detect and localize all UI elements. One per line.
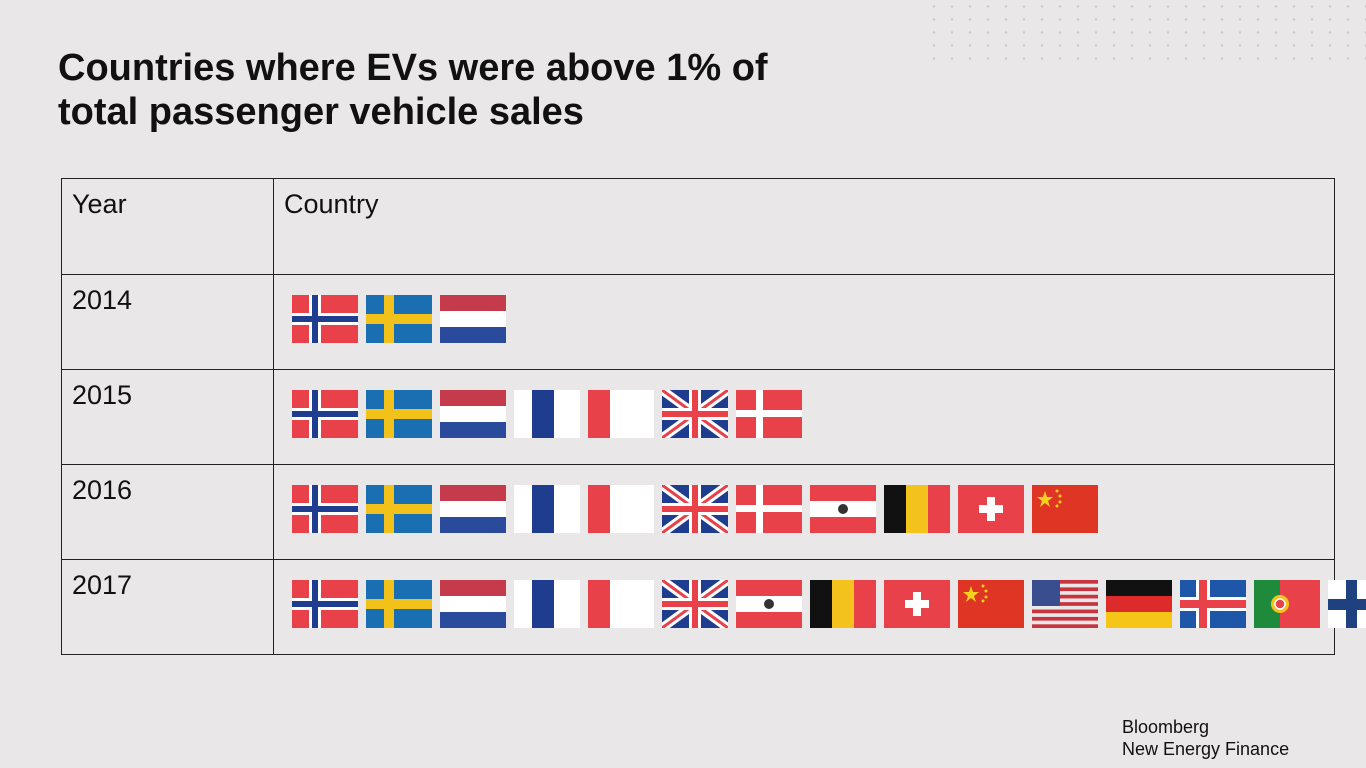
flag-france-left [514, 390, 580, 438]
flag-norway-icon [292, 485, 358, 533]
flag-france-left [514, 485, 580, 533]
brand-line-1: Bloomberg [1122, 717, 1210, 737]
flag-netherlands-icon [440, 580, 506, 628]
flag-united-kingdom-icon [662, 580, 728, 628]
flag-united-kingdom-icon [662, 485, 728, 533]
column-divider [273, 179, 274, 654]
header-row: Year Country [62, 179, 1334, 274]
table-row: 2017 [62, 559, 1366, 654]
flag-france-left [514, 580, 580, 628]
year-cell: 2015 [72, 380, 133, 410]
flag-denmark-icon [736, 390, 802, 438]
header-country: Country [284, 189, 379, 219]
flag-france-right [588, 580, 654, 628]
country-flags [292, 580, 1366, 628]
flag-switzerland-icon [958, 485, 1024, 533]
flag-sweden-icon [366, 485, 432, 533]
flag-portugal-icon [1254, 580, 1320, 628]
flag-china-icon [958, 580, 1024, 628]
flag-united-states-icon [1032, 580, 1098, 628]
flag-netherlands-icon [440, 390, 506, 438]
flag-sweden-icon [366, 390, 432, 438]
flag-germany-icon [1106, 580, 1172, 628]
table-row: 2016 [62, 464, 1334, 559]
title-line-1: Countries where EVs were above 1% of [58, 47, 768, 89]
country-flags [292, 295, 506, 343]
year-cell: 2014 [72, 285, 133, 315]
flag-netherlands-icon [440, 295, 506, 343]
country-flags [292, 485, 1098, 533]
header-year: Year [72, 189, 127, 219]
brand-line-2: New Energy Finance [1122, 739, 1290, 759]
country-flags [292, 390, 802, 438]
slide-title: Countries where EVs were above 1% of tot… [58, 46, 918, 134]
flag-china-icon [1032, 485, 1098, 533]
table-row: 2014 [62, 274, 1334, 369]
title-line-2: total passenger vehicle sales [58, 91, 584, 133]
flag-france-right [588, 390, 654, 438]
flag-norway-icon [292, 295, 358, 343]
flag-netherlands-icon [440, 485, 506, 533]
year-cell: 2016 [72, 475, 133, 505]
flag-norway-icon [292, 390, 358, 438]
year-cell: 2017 [72, 570, 133, 600]
flag-denmark-icon [736, 485, 802, 533]
flag-sweden-icon [366, 295, 432, 343]
flag-sweden-icon [366, 580, 432, 628]
flag-belgium-icon [884, 485, 950, 533]
flag-finland-icon [1328, 580, 1366, 628]
decorative-dot-pattern [925, 0, 1366, 70]
flag-austria-icon [810, 485, 876, 533]
flag-belgium-icon [810, 580, 876, 628]
flag-france-right [588, 485, 654, 533]
flag-united-kingdom-icon [662, 390, 728, 438]
flag-austria-icon [736, 580, 802, 628]
flag-norway-icon [292, 580, 358, 628]
flag-switzerland-icon [884, 580, 950, 628]
brand-logo: Bloomberg New Energy Finance [1122, 716, 1289, 760]
flag-iceland-icon [1180, 580, 1246, 628]
ev-countries-table: Year Country 2014 2015 2016 2017 [61, 178, 1366, 655]
table-row: 2015 [62, 369, 1334, 464]
